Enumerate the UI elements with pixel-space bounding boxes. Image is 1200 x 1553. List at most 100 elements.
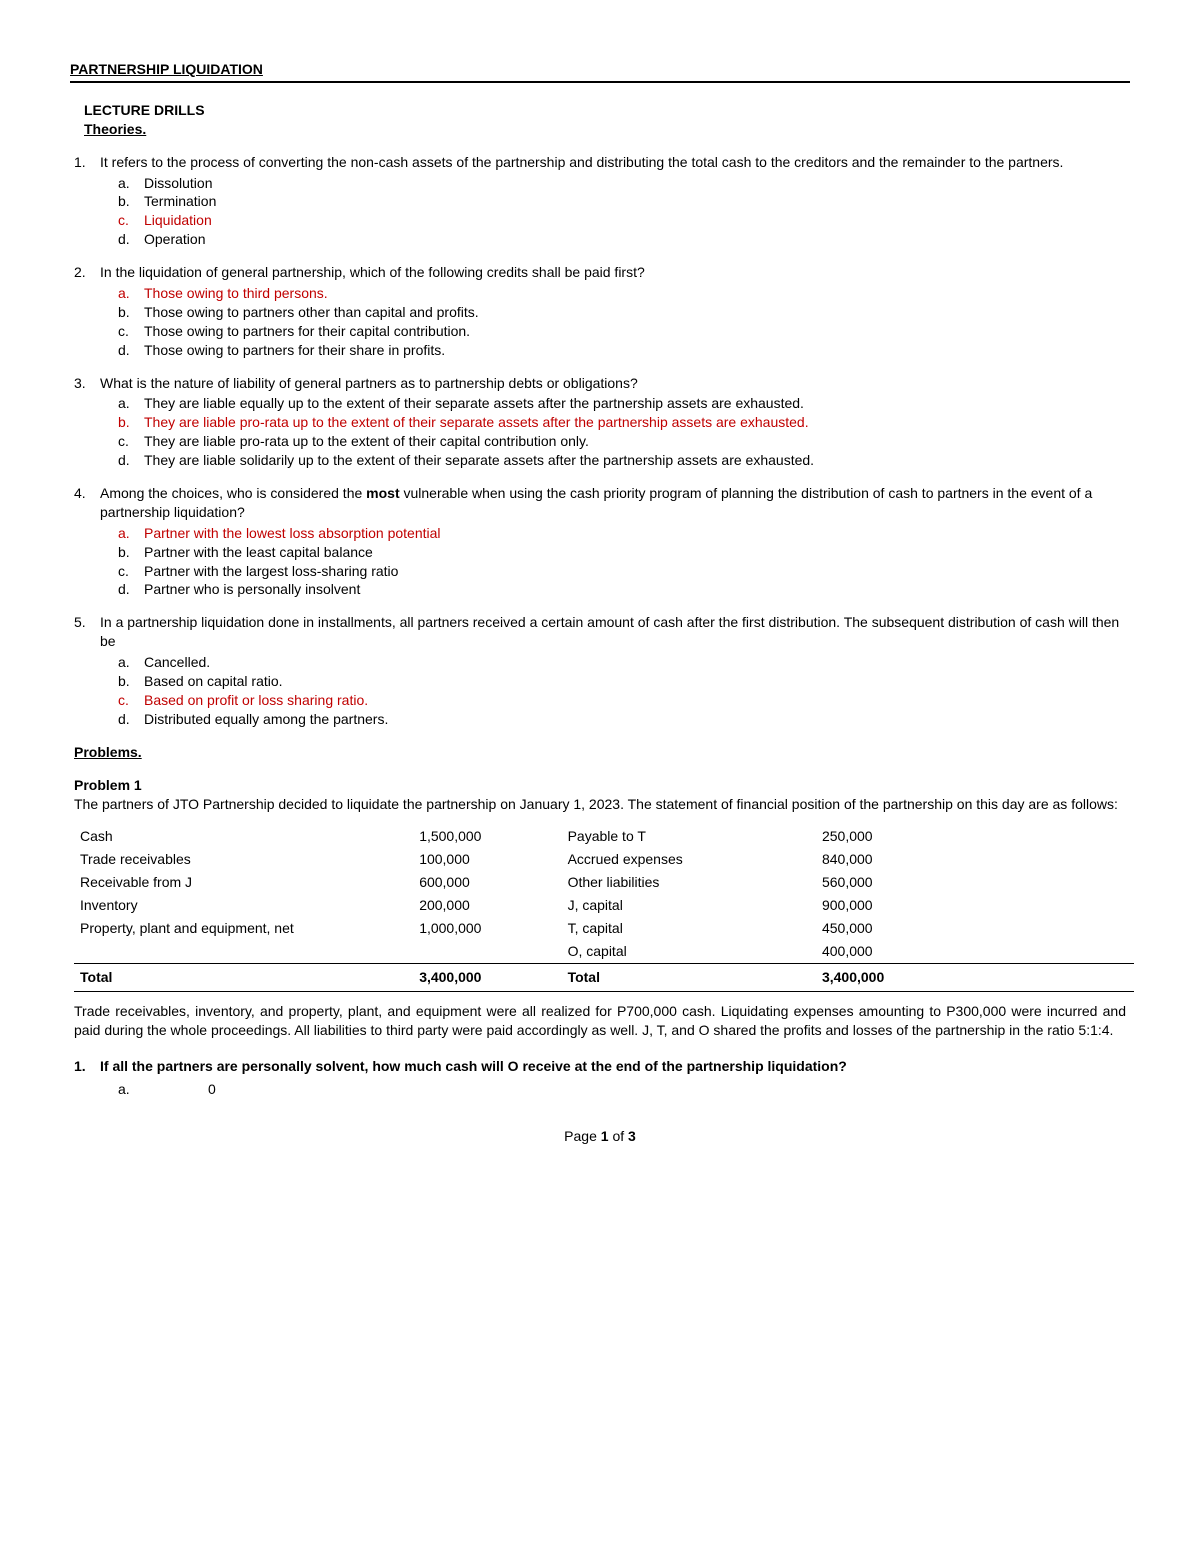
total-cell: Total (74, 963, 413, 991)
option: b.Based on capital ratio. (118, 672, 1130, 691)
option-text: Based on capital ratio. (144, 672, 1130, 691)
question-text: What is the nature of liability of gener… (100, 374, 1130, 393)
option-letter: b. (118, 192, 144, 211)
option-letter: d. (118, 451, 144, 470)
page-title: PARTNERSHIP LIQUIDATION (70, 60, 1130, 83)
question-number: 3. (74, 374, 100, 470)
question-3: 3.What is the nature of liability of gen… (74, 374, 1130, 470)
liability-label: Payable to T (562, 825, 816, 848)
problem-1-question-1: 1. If all the partners are personally so… (74, 1057, 1130, 1076)
table-row: Receivable from J600,000Other liabilitie… (74, 871, 1134, 894)
option-text: They are liable pro-rata up to the exten… (144, 432, 1130, 451)
option: d.Those owing to partners for their shar… (118, 341, 1130, 360)
option-text: Partner with the least capital balance (144, 543, 1130, 562)
liability-value: 400,000 (816, 940, 1134, 963)
option: c.They are liable pro-rata up to the ext… (118, 432, 1130, 451)
asset-label: Property, plant and equipment, net (74, 917, 413, 940)
liability-value: 900,000 (816, 894, 1134, 917)
option-text: They are liable pro-rata up to the exten… (144, 413, 1130, 432)
option-letter: c. (118, 562, 144, 581)
subq-text: If all the partners are personally solve… (100, 1057, 1130, 1076)
option-letter: d. (118, 710, 144, 729)
option-text: They are liable solidarily up to the ext… (144, 451, 1130, 470)
option-letter: c. (118, 432, 144, 451)
option-letter: b. (118, 303, 144, 322)
option-letter: c. (118, 691, 144, 710)
option-text: Those owing to partners other than capit… (144, 303, 1130, 322)
question-5: 5.In a partnership liquidation done in i… (74, 613, 1130, 728)
question-number: 1. (74, 153, 100, 249)
option: a.Cancelled. (118, 653, 1130, 672)
lecture-drills-label: LECTURE DRILLS (84, 101, 1130, 120)
option: b.They are liable pro-rata up to the ext… (118, 413, 1130, 432)
question-text: Among the choices, who is considered the… (100, 484, 1130, 522)
option: c.Those owing to partners for their capi… (118, 322, 1130, 341)
total-cell: Total (562, 963, 816, 991)
table-row: Inventory200,000J, capital900,000 (74, 894, 1134, 917)
financial-position-table: Cash1,500,000Payable to T250,000Trade re… (74, 825, 1134, 991)
footer-mid: of (609, 1128, 628, 1144)
option: d.Distributed equally among the partners… (118, 710, 1130, 729)
option: d.Operation (118, 230, 1130, 249)
liability-label: Accrued expenses (562, 848, 816, 871)
option-letter: d. (118, 341, 144, 360)
option: a.Dissolution (118, 174, 1130, 193)
page-footer: Page 1 of 3 (70, 1127, 1130, 1146)
liability-label: O, capital (562, 940, 816, 963)
option: a.Those owing to third persons. (118, 284, 1130, 303)
footer-total-pages: 3 (628, 1128, 636, 1144)
table-row: Trade receivables100,000Accrued expenses… (74, 848, 1134, 871)
option-text: Distributed equally among the partners. (144, 710, 1130, 729)
asset-value: 600,000 (413, 871, 561, 894)
table-row: Cash1,500,000Payable to T250,000 (74, 825, 1134, 848)
liability-label: T, capital (562, 917, 816, 940)
footer-current-page: 1 (601, 1128, 609, 1144)
option-text: Partner who is personally insolvent (144, 580, 1130, 599)
option-letter: d. (118, 230, 144, 249)
total-cell: 3,400,000 (413, 963, 561, 991)
option-letter: d. (118, 580, 144, 599)
option-letter: b. (118, 543, 144, 562)
option: d.Partner who is personally insolvent (118, 580, 1130, 599)
table-row: Property, plant and equipment, net1,000,… (74, 917, 1134, 940)
option-letter: a. (118, 524, 144, 543)
problem-1-intro: The partners of JTO Partnership decided … (74, 795, 1126, 814)
option-letter: b. (118, 672, 144, 691)
asset-value: 1,500,000 (413, 825, 561, 848)
option-letter: c. (118, 322, 144, 341)
option: a.Partner with the lowest loss absorptio… (118, 524, 1130, 543)
problems-header: Problems. (74, 743, 1130, 762)
opt-value: 0 (208, 1080, 216, 1099)
option-text: Cancelled. (144, 653, 1130, 672)
option-letter: a. (118, 174, 144, 193)
option-letter: a. (118, 394, 144, 413)
option-text: Based on profit or loss sharing ratio. (144, 691, 1130, 710)
question-text: It refers to the process of converting t… (100, 153, 1130, 172)
asset-value: 100,000 (413, 848, 561, 871)
option: c.Partner with the largest loss-sharing … (118, 562, 1130, 581)
liability-value: 250,000 (816, 825, 1134, 848)
total-cell: 3,400,000 (816, 963, 1134, 991)
option-text: Partner with the largest loss-sharing ra… (144, 562, 1130, 581)
option-text: Those owing to partners for their share … (144, 341, 1130, 360)
asset-label: Receivable from J (74, 871, 413, 894)
option-text: They are liable equally up to the extent… (144, 394, 1130, 413)
asset-label (74, 940, 413, 963)
option-text: Termination (144, 192, 1130, 211)
option-letter: b. (118, 413, 144, 432)
option: c.Liquidation (118, 211, 1130, 230)
option-text: Partner with the lowest loss absorption … (144, 524, 1130, 543)
option: b.Partner with the least capital balance (118, 543, 1130, 562)
option-text: Dissolution (144, 174, 1130, 193)
option-letter: a. (118, 284, 144, 303)
question-text: In a partnership liquidation done in ins… (100, 613, 1130, 651)
footer-pre: Page (564, 1128, 601, 1144)
question-4: 4.Among the choices, who is considered t… (74, 484, 1130, 599)
liability-value: 840,000 (816, 848, 1134, 871)
question-text: In the liquidation of general partnershi… (100, 263, 1130, 282)
liability-label: Other liabilities (562, 871, 816, 894)
subq-option-a: a. 0 (118, 1080, 1130, 1099)
liability-value: 450,000 (816, 917, 1134, 940)
option: b.Those owing to partners other than cap… (118, 303, 1130, 322)
asset-value: 200,000 (413, 894, 561, 917)
